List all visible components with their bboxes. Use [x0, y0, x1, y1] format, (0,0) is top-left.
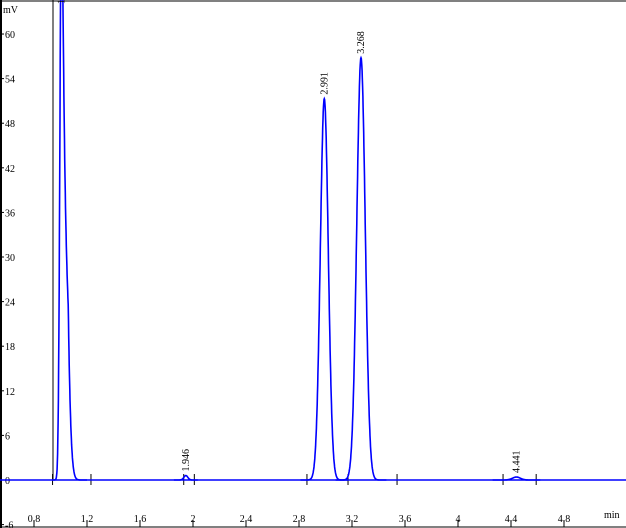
x-tick-label: 2.8 [293, 514, 306, 525]
peak-label: 1.008 [57, 0, 68, 4]
x-tick-label: 2 [191, 514, 196, 525]
y-tick-label: 18 [5, 342, 15, 353]
peak-trace [300, 96, 349, 481]
y-tick-label: 30 [5, 253, 15, 264]
peak-label: 3.268 [356, 31, 367, 54]
peak-trace [52, 0, 87, 481]
y-tick-label: 24 [5, 298, 15, 309]
x-tick-label: 1.2 [81, 514, 94, 525]
y-tick-label: 0 [5, 476, 10, 487]
y-tick-label: 6 [5, 431, 10, 442]
y-axis-label: mV [3, 5, 19, 16]
peak-trace [492, 476, 541, 481]
x-tick-label: 4.4 [505, 514, 518, 525]
x-tick-label: 2.4 [240, 514, 253, 525]
x-tick-label: 3.2 [346, 514, 359, 525]
y-tick-label: 60 [5, 30, 15, 41]
y-tick-label: 12 [5, 387, 15, 398]
x-tick-label: 3.6 [399, 514, 412, 525]
peak-trace [335, 55, 387, 481]
x-tick-label: 1.6 [134, 514, 147, 525]
x-tick-label: 4.8 [558, 514, 571, 525]
peak-label: 1.946 [181, 449, 192, 472]
y-tick-label: 54 [5, 75, 15, 86]
peak-label: 4.441 [511, 451, 522, 474]
y-tick-label: 42 [5, 164, 15, 175]
x-axis-label: min [604, 510, 620, 521]
peak-label: 2.991 [319, 72, 330, 95]
x-tick-label: 0.8 [28, 514, 41, 525]
x-tick-label: 4 [456, 514, 461, 525]
y-tick-label: -6 [5, 521, 13, 528]
y-tick-label: 48 [5, 119, 15, 130]
y-tick-label: 36 [5, 208, 15, 219]
peak-trace [173, 474, 198, 481]
